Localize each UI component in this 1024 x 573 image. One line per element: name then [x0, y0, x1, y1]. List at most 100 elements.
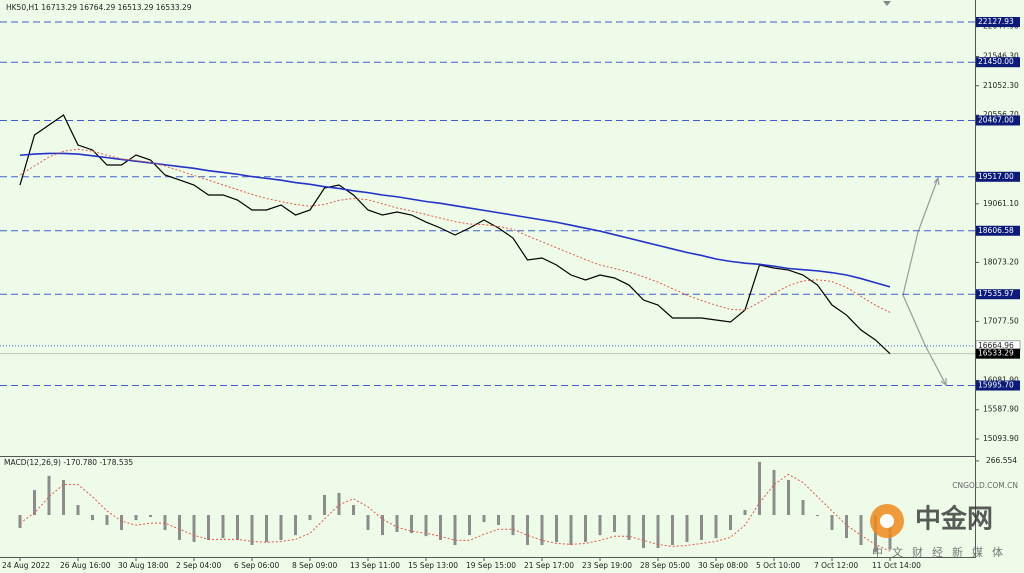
y-tick-label: 18073.20: [983, 257, 1019, 266]
x-tick-label: 13 Sep 11:00: [350, 561, 400, 570]
macd-bar: [569, 515, 573, 546]
bid-label: 16664.96: [978, 341, 1014, 350]
macd-bar: [62, 479, 65, 516]
y-tick-label: 21546.30: [983, 51, 1019, 60]
projection-arrows: [902, 176, 947, 387]
macd-bar: [178, 515, 181, 540]
macd-bar: [250, 515, 254, 546]
signal-line: [19, 473, 891, 552]
macd-bar: [33, 490, 36, 516]
macd-bar: [395, 515, 399, 533]
macd-bar: [308, 515, 312, 521]
level-label: 20467.00: [978, 115, 1014, 124]
level-label-box: [976, 16, 1020, 27]
macd-bar: [134, 515, 138, 521]
level-label: 22127.93: [978, 17, 1014, 26]
macd-bar: [323, 494, 326, 516]
level-label-box: [976, 115, 1020, 126]
macd-bar: [352, 505, 355, 516]
level-label: 19517.00: [978, 172, 1014, 181]
macd-bar: [337, 492, 341, 516]
chart-title: HK50,H1 16713.29 16764.29 16513.29 16533…: [6, 3, 192, 12]
macd-bar: [540, 515, 544, 546]
x-tick-label: 5 Oct 10:00: [756, 561, 800, 570]
level-label-box: [976, 57, 1020, 68]
x-tick-label: 30 Sep 08:00: [698, 561, 748, 570]
macd-bar: [381, 515, 384, 536]
x-tick-label: 23 Sep 19:00: [582, 561, 632, 570]
macd-bar: [511, 515, 515, 536]
macd-bar: [729, 515, 732, 531]
macd-bar: [685, 515, 689, 542]
macd-bar: [221, 515, 225, 539]
y-tick-label: 15587.90: [983, 405, 1019, 414]
macd-title: MACD(12,26,9) -170.780 -178.535: [4, 458, 133, 467]
macd-bar: [207, 515, 210, 540]
macd-bar: [482, 515, 486, 523]
macd-bar: [439, 515, 442, 540]
macd-bar: [787, 479, 790, 516]
level-label-box: [976, 171, 1020, 182]
macd-bar: [192, 515, 196, 542]
y-tick-label: 19061.10: [983, 199, 1019, 208]
macd-bar: [410, 515, 413, 534]
macd-bar: [627, 515, 631, 540]
watermark-logo: 中金网: [915, 504, 993, 535]
level-label-box: [976, 225, 1020, 236]
macd-bar: [584, 515, 587, 542]
macd-bar: [105, 515, 109, 525]
macd-bar: [743, 509, 747, 516]
macd-bar: [366, 515, 370, 531]
arrow-down: [902, 294, 947, 386]
x-tick-label: 15 Sep 13:00: [408, 561, 458, 570]
logo-mark-inner: [880, 514, 894, 528]
x-tick-label: 21 Sep 17:00: [524, 561, 574, 570]
y-tick-label: 17077.50: [983, 316, 1019, 325]
watermark-site: CNGOLD.COM.CN: [952, 481, 1018, 490]
y-tick-label: 16081.90: [983, 375, 1019, 384]
macd-bar: [76, 505, 80, 516]
x-tick-label: 26 Aug 16:00: [60, 561, 111, 570]
last-label-box: [976, 348, 1020, 359]
macd-bar: [874, 515, 877, 553]
level-label: 15995.70: [978, 381, 1014, 390]
macd-bar: [265, 515, 268, 542]
level-label: 21450.00: [978, 57, 1014, 66]
level-label-box: [976, 289, 1020, 300]
macd-bar: [279, 515, 283, 540]
macd-bar: [91, 515, 94, 521]
macd-bar: [772, 469, 776, 516]
macd-bar: [700, 515, 703, 540]
level-label: 18606.58: [978, 226, 1014, 235]
x-tick-label: 24 Aug 2022: [2, 561, 50, 570]
macd-bar: [294, 515, 297, 536]
watermark: 中金网 CNGOLD.COM.CN 中文财经新媒体: [870, 481, 1018, 559]
watermark-tagline: 中文财经新媒体: [872, 545, 1012, 559]
macd-bar: [845, 515, 848, 539]
macd-bar: [497, 515, 500, 525]
last-label: 16533.29: [978, 349, 1014, 358]
x-tick-label: 6 Sep 06:00: [234, 561, 280, 570]
x-tick-label: 19 Sep 15:00: [466, 561, 516, 570]
arrow-up: [902, 177, 939, 296]
macd-bar: [163, 515, 167, 531]
macd-bar: [468, 515, 471, 536]
price-series: [19, 152, 891, 288]
shift-marker: [883, 1, 891, 6]
x-tick-label: 2 Sep 04:00: [176, 561, 222, 570]
macd-bar: [598, 515, 602, 536]
y-tick-label: 15093.90: [983, 434, 1019, 443]
level-label: 17535.97: [978, 289, 1014, 298]
x-tick-label: 8 Sep 09:00: [292, 561, 338, 570]
macd-bar: [120, 515, 123, 531]
macd-bar: [18, 515, 22, 528]
macd-bar: [671, 515, 674, 546]
arrow-head-up: [933, 176, 940, 186]
macd-bar: [453, 515, 457, 546]
y-tick-label: 20556.70: [983, 110, 1019, 119]
macd-bar: [47, 475, 51, 516]
macd-bar: [149, 515, 152, 518]
